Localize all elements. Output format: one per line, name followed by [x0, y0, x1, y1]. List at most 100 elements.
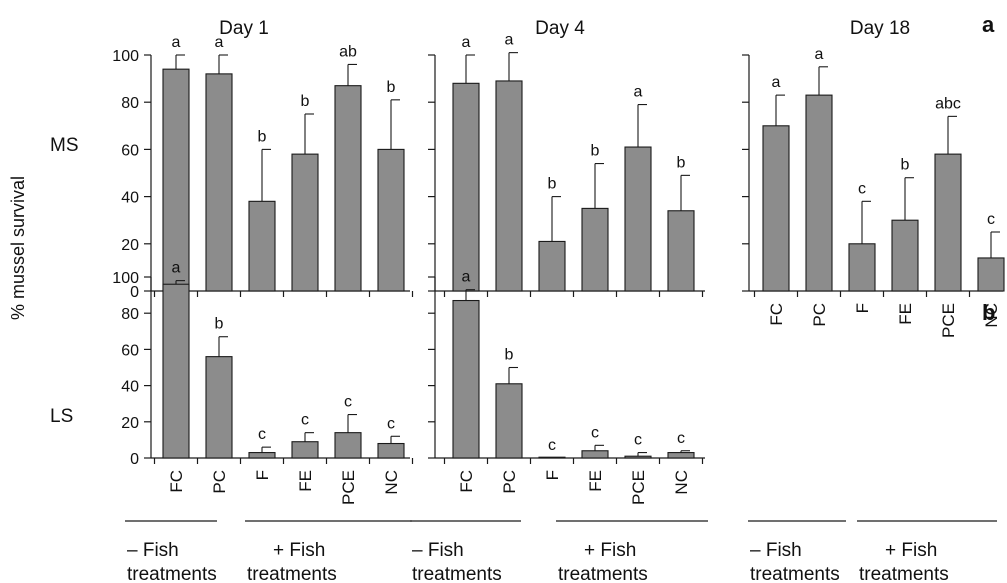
- y-tick-label: 40: [121, 379, 139, 396]
- treatment-group-labels: – Fish treatments + Fish treatments – Fish tr…: [125, 520, 997, 583]
- panel-label-b: b: [982, 300, 995, 325]
- significance-label: b: [591, 143, 600, 160]
- y-tick-label: 60: [121, 142, 139, 159]
- bar: [248, 200, 276, 292]
- significance-label: ab: [339, 43, 357, 60]
- bar: [334, 85, 362, 292]
- bar: [581, 450, 609, 459]
- y-axis-label: % mussel survival: [8, 176, 28, 320]
- y-tick-label: 100: [112, 48, 139, 65]
- group-label-line1: – Fish: [412, 540, 464, 561]
- group-label-line2: treatments: [859, 564, 949, 583]
- group-label-line1: + Fish: [584, 540, 636, 561]
- significance-label: c: [344, 394, 352, 411]
- significance-label: a: [815, 46, 824, 63]
- chart-panel: 0 20 40 60 80 100 a FC b PC c Fc FE c PCE c NC: [112, 260, 414, 505]
- significance-label: b: [677, 154, 686, 171]
- significance-label: b: [505, 347, 514, 364]
- bar: [848, 243, 876, 292]
- significance-label: c: [548, 437, 556, 454]
- bar: [291, 441, 319, 459]
- significance-label: b: [258, 128, 267, 145]
- significance-label: a: [462, 34, 471, 51]
- y-tick-label: 80: [121, 306, 139, 323]
- bar: [248, 452, 276, 459]
- y-tick-label: 0: [130, 451, 139, 468]
- significance-label: abc: [935, 95, 961, 112]
- bar: [377, 442, 405, 459]
- bar: [538, 456, 566, 459]
- y-tick-label: 80: [121, 95, 139, 112]
- chart-title: Day 1: [219, 18, 269, 39]
- y-tick-label: 20: [121, 415, 139, 432]
- y-tick-label: 60: [121, 342, 139, 359]
- significance-label: a: [462, 269, 471, 286]
- bar: [762, 125, 790, 292]
- y-tick-label: 100: [112, 270, 139, 287]
- significance-label: c: [591, 424, 599, 441]
- chart-title: Day 18: [850, 18, 910, 39]
- chart-panel: Day 4 a a b b a b: [428, 18, 705, 297]
- y-tick-label: 40: [121, 190, 139, 207]
- category-label: F: [543, 470, 562, 480]
- bar: [377, 148, 405, 292]
- chart-panel: Day 18 a FC a PC c Fb FE abc PCE c NC: [742, 18, 1005, 338]
- group-label-line2: treatments: [558, 564, 648, 583]
- bar: [538, 240, 566, 292]
- category-label: FC: [167, 470, 186, 493]
- significance-label: c: [387, 415, 395, 432]
- significance-label: a: [772, 74, 781, 91]
- bar: [934, 153, 962, 292]
- significance-label: b: [215, 316, 224, 333]
- bar: [891, 219, 919, 292]
- category-label: NC: [382, 470, 401, 495]
- significance-label: c: [677, 430, 685, 447]
- y-tick-label: 0: [130, 284, 139, 301]
- chart-panel: a FC b PC c Fc FE c PCE c NC: [428, 269, 705, 505]
- significance-label: b: [901, 157, 910, 174]
- bar: [977, 257, 1005, 292]
- category-label: PC: [210, 470, 229, 494]
- bar: [162, 283, 190, 459]
- bar: [452, 82, 480, 292]
- group-label-line2: treatments: [247, 564, 337, 583]
- group-label-line1: + Fish: [273, 540, 325, 561]
- bar: [624, 455, 652, 459]
- significance-label: a: [172, 34, 181, 51]
- chart-title: Day 4: [535, 18, 585, 39]
- bar: [495, 80, 523, 292]
- category-label: PCE: [629, 470, 648, 505]
- panel-label-a: a: [982, 12, 995, 37]
- significance-label: a: [215, 34, 224, 51]
- group-label-line1: – Fish: [127, 540, 179, 561]
- significance-label: b: [301, 93, 310, 110]
- bar: [495, 383, 523, 459]
- group-label-line1: – Fish: [750, 540, 802, 561]
- group-label-line1: + Fish: [885, 540, 937, 561]
- significance-label: a: [505, 32, 514, 49]
- bar: [162, 68, 190, 292]
- category-label: PCE: [939, 303, 958, 338]
- bar: [205, 356, 233, 459]
- category-label: FE: [586, 470, 605, 492]
- bar: [452, 299, 480, 459]
- group-label-line2: treatments: [412, 564, 502, 583]
- category-label: FC: [767, 303, 786, 326]
- category-label: F: [853, 303, 872, 313]
- significance-label: c: [258, 426, 266, 443]
- group-label-line2: treatments: [750, 564, 840, 583]
- bar: [205, 73, 233, 292]
- significance-label: c: [301, 412, 309, 429]
- category-label: FC: [457, 470, 476, 493]
- bar: [291, 153, 319, 292]
- group-label-line2: treatments: [127, 564, 217, 583]
- category-label: PC: [810, 303, 829, 327]
- category-label: F: [253, 470, 272, 480]
- category-label: NC: [982, 303, 1001, 328]
- bar: [624, 146, 652, 292]
- significance-label: b: [548, 176, 557, 193]
- category-label: FE: [296, 470, 315, 492]
- category-label: NC: [672, 470, 691, 495]
